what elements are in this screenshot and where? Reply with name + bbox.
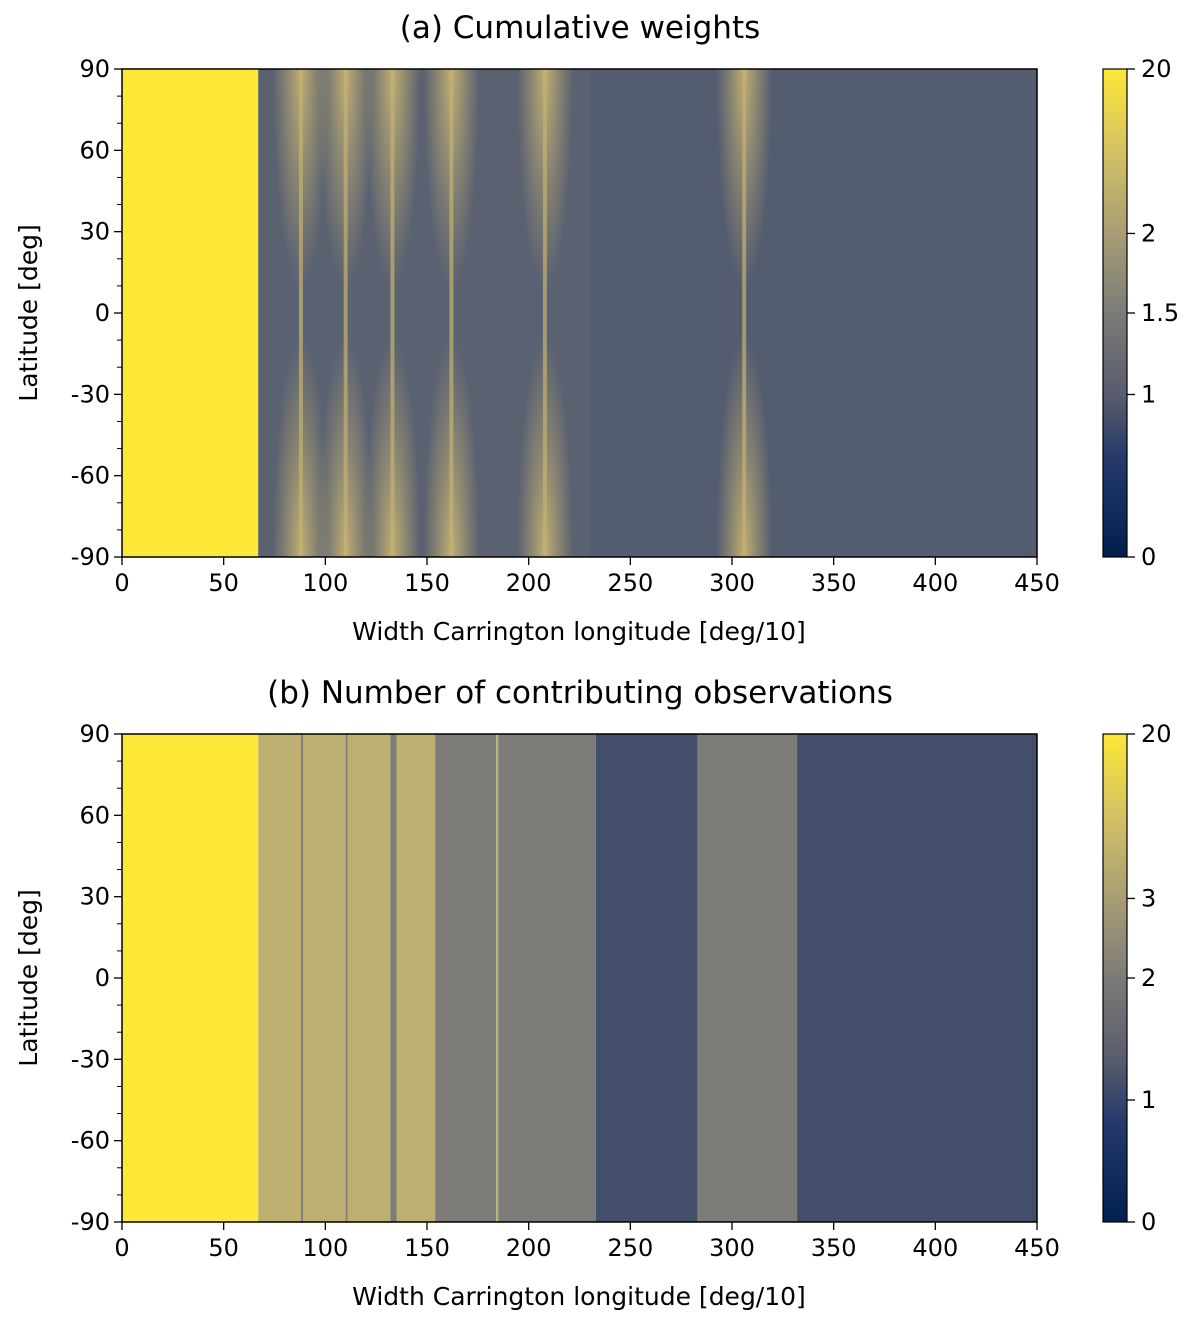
heatmap-band — [345, 734, 348, 1222]
heatmap-base — [122, 69, 1037, 557]
weight-feature-line — [390, 69, 395, 557]
panel-a-y-ticks: 90 60 30 0 -30 -60 -90 — [71, 55, 122, 571]
heatmap-band — [797, 734, 1037, 1222]
panel-b: (b) Number of contributing observations … — [14, 675, 1172, 1311]
colorbar-tick-label: 0 — [1141, 1208, 1156, 1236]
heatmap-band — [122, 734, 259, 1222]
x-tick-label: 0 — [114, 569, 129, 597]
y-tick-label: 0 — [95, 964, 110, 992]
y-tick-label: -60 — [71, 1127, 110, 1155]
panel-a-colorbar-ticks: 20 2 1.5 1 0 — [1127, 55, 1179, 571]
panel-b-y-label: Latitude [deg] — [14, 889, 43, 1066]
weight-feature-line — [449, 69, 454, 557]
colorbar-tick-label: 20 — [1141, 55, 1172, 83]
y-tick-label: -60 — [71, 462, 110, 490]
colorbar-tick-label: 1 — [1141, 1086, 1156, 1114]
heatmap-band — [302, 734, 346, 1222]
y-tick-label: 90 — [79, 55, 110, 83]
panel-b-x-ticks: 0 50 100 150 200 250 300 350 400 450 — [114, 1222, 1060, 1262]
y-tick-label: 30 — [79, 218, 110, 246]
x-tick-label: 400 — [912, 1234, 958, 1262]
panel-b-title: (b) Number of contributing observations — [267, 675, 893, 711]
x-tick-label: 100 — [302, 1234, 348, 1262]
colorbar-tick-label: 2 — [1141, 964, 1156, 992]
x-tick-label: 200 — [506, 569, 552, 597]
colorbar-tick-label: 3 — [1141, 884, 1156, 912]
colorbar-tick-label: 20 — [1141, 720, 1172, 748]
heatmap-region — [122, 69, 259, 557]
panel-b-x-label: Width Carrington longitude [deg/10] — [352, 1282, 806, 1311]
x-tick-label: 350 — [811, 1234, 857, 1262]
panel-a-x-label: Width Carrington longitude [deg/10] — [352, 617, 806, 646]
heatmap-band — [595, 734, 698, 1222]
y-tick-label: 90 — [79, 720, 110, 748]
x-tick-label: 150 — [404, 1234, 450, 1262]
colorbar-tick-label: 0 — [1141, 543, 1156, 571]
y-tick-label: -90 — [71, 1208, 110, 1236]
y-tick-label: 60 — [79, 801, 110, 829]
x-tick-label: 300 — [709, 569, 755, 597]
weight-feature-line — [343, 69, 348, 557]
heatmap-band — [258, 734, 301, 1222]
panel-b-colorbar — [1102, 733, 1128, 1223]
panel-a-title: (a) Cumulative weights — [400, 10, 761, 46]
panel-b-y-ticks: 90 60 30 0 -30 -60 -90 — [71, 720, 122, 1236]
colorbar-tick-label: 1.5 — [1141, 299, 1179, 327]
y-tick-label: -30 — [71, 1045, 110, 1073]
y-tick-label: -30 — [71, 380, 110, 408]
y-tick-label: 60 — [79, 136, 110, 164]
x-tick-label: 50 — [208, 569, 239, 597]
heatmap-band — [300, 734, 303, 1222]
x-tick-label: 50 — [208, 1234, 239, 1262]
weight-feature-line — [742, 69, 747, 557]
x-tick-label: 250 — [607, 569, 653, 597]
panel-b-colorbar-ticks: 20 3 2 1 0 — [1127, 720, 1172, 1236]
heatmap-band — [347, 734, 391, 1222]
panel-a-colorbar — [1102, 68, 1128, 558]
panel-a: (a) Cumulative weights 0 50 100 150 200 250 30… — [14, 10, 1179, 646]
colorbar-tick-label: 1 — [1141, 380, 1156, 408]
x-tick-label: 300 — [709, 1234, 755, 1262]
heatmap-band — [435, 734, 497, 1222]
weight-feature-line — [542, 69, 547, 557]
weight-feature-line — [298, 69, 303, 557]
x-tick-label: 450 — [1014, 569, 1060, 597]
y-tick-label: -90 — [71, 543, 110, 571]
panel-a-y-label: Latitude [deg] — [14, 224, 43, 401]
x-tick-label: 400 — [912, 569, 958, 597]
panel-a-heatmap — [122, 69, 1037, 557]
heatmap-band — [390, 734, 397, 1222]
x-tick-label: 150 — [404, 569, 450, 597]
heatmap-band — [498, 734, 596, 1222]
panel-a-x-ticks: 0 50 100 150 200 250 300 350 400 450 — [114, 557, 1060, 597]
x-tick-label: 0 — [114, 1234, 129, 1262]
x-tick-label: 450 — [1014, 1234, 1060, 1262]
heatmap-band — [697, 734, 798, 1222]
colorbar-tick-label: 2 — [1141, 219, 1156, 247]
y-tick-label: 0 — [95, 299, 110, 327]
y-tick-label: 30 — [79, 883, 110, 911]
x-tick-label: 100 — [302, 569, 348, 597]
x-tick-label: 250 — [607, 1234, 653, 1262]
x-tick-label: 350 — [811, 569, 857, 597]
heatmap-band — [496, 734, 499, 1222]
heatmap-band — [396, 734, 436, 1222]
panel-b-heatmap — [122, 734, 1037, 1222]
x-tick-label: 200 — [506, 1234, 552, 1262]
